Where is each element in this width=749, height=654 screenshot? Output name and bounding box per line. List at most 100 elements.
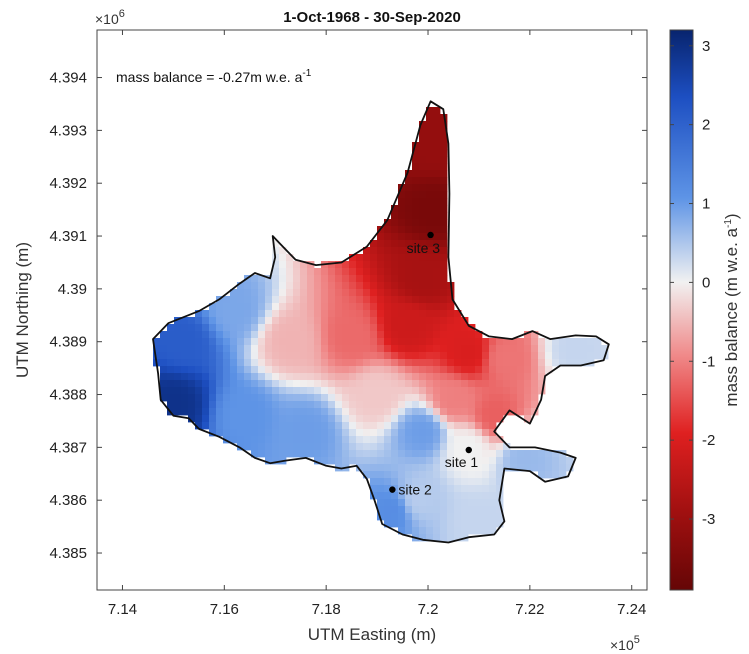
heatmap-cell [349, 254, 357, 262]
heatmap-cell [342, 373, 350, 381]
heatmap-cell [363, 471, 371, 479]
heatmap-cell [237, 422, 245, 430]
heatmap-cell [307, 401, 315, 409]
heatmap-cell [321, 443, 329, 451]
heatmap-cell [265, 296, 273, 304]
heatmap-cell [461, 422, 469, 430]
heatmap-cell [517, 387, 525, 395]
heatmap-cell [265, 352, 273, 360]
heatmap-cell [377, 289, 385, 297]
heatmap-cell [307, 394, 315, 402]
heatmap-cell [419, 282, 427, 290]
heatmap-cell [258, 401, 266, 409]
heatmap-cell [300, 436, 308, 444]
heatmap-cell [223, 310, 231, 318]
heatmap-cell [209, 401, 217, 409]
heatmap-cell [440, 198, 448, 206]
heatmap-cell [251, 289, 259, 297]
heatmap-cell [272, 345, 280, 353]
heatmap-cell [272, 352, 280, 360]
heatmap-cell [251, 317, 259, 325]
heatmap-cell [419, 156, 427, 164]
heatmap-cell [181, 352, 189, 360]
heatmap-cell [272, 310, 280, 318]
heatmap-cell [496, 478, 504, 486]
heatmap-cell [433, 219, 441, 227]
heatmap-cell [412, 219, 420, 227]
heatmap-cell [496, 352, 504, 360]
heatmap-cell [356, 275, 364, 283]
heatmap-cell [251, 415, 259, 423]
heatmap-cell [335, 415, 343, 423]
heatmap-cell [202, 394, 210, 402]
heatmap-cell [160, 338, 168, 346]
heatmap-cell [412, 149, 420, 157]
heatmap-cell [468, 464, 476, 472]
heatmap-cell [314, 408, 322, 416]
heatmap-cell [328, 457, 336, 465]
heatmap-cell [454, 310, 462, 318]
heatmap-cell [524, 464, 532, 472]
heatmap-cell [496, 443, 504, 451]
heatmap-cell [440, 527, 448, 535]
heatmap-cell [433, 191, 441, 199]
heatmap-cell [580, 345, 588, 353]
heatmap-cell [545, 366, 553, 374]
heatmap-cell [489, 380, 497, 388]
heatmap-cell [307, 345, 315, 353]
heatmap-cell [419, 324, 427, 332]
heatmap-cell [251, 338, 259, 346]
heatmap-cell [426, 324, 434, 332]
heatmap-cell [251, 408, 259, 416]
heatmap-cell [293, 268, 301, 276]
heatmap-cell [321, 366, 329, 374]
heatmap-cell [447, 380, 455, 388]
heatmap-cell [230, 394, 238, 402]
heatmap-cell [370, 436, 378, 444]
mass-balance-annotation: mass balance = -0.27m w.e. a-1 [116, 68, 312, 85]
heatmap-cell [398, 457, 406, 465]
heatmap-cell [328, 373, 336, 381]
heatmap-cell [426, 219, 434, 227]
heatmap-cell [342, 366, 350, 374]
heatmap-cell [524, 345, 532, 353]
heatmap-cell [454, 457, 462, 465]
heatmap-cell [363, 436, 371, 444]
heatmap-cell [440, 289, 448, 297]
heatmap-cell [342, 380, 350, 388]
heatmap-cell [279, 317, 287, 325]
heatmap-cell [559, 338, 567, 346]
heatmap-cell [398, 289, 406, 297]
heatmap-cell [475, 520, 483, 528]
heatmap-cell [426, 282, 434, 290]
heatmap-cell [405, 478, 413, 486]
heatmap-cell [405, 282, 413, 290]
heatmap-cell [265, 338, 273, 346]
heatmap-cell [223, 401, 231, 409]
heatmap-cell [426, 149, 434, 157]
heatmap-cell [412, 471, 420, 479]
heatmap-cell [279, 303, 287, 311]
heatmap-cell [363, 457, 371, 465]
heatmap-cell [328, 422, 336, 430]
heatmap-cell [258, 338, 266, 346]
heatmap-cell [496, 464, 504, 472]
heatmap-cell [384, 422, 392, 430]
heatmap-cell [391, 506, 399, 514]
heatmap-cell [419, 457, 427, 465]
heatmap-cell [447, 345, 455, 353]
heatmap-cell [391, 338, 399, 346]
heatmap-cell [321, 296, 329, 304]
heatmap-cell [447, 422, 455, 430]
heatmap-cell [503, 387, 511, 395]
heatmap-cell [279, 268, 287, 276]
heatmap-cell [489, 415, 497, 423]
heatmap-cell [160, 359, 168, 367]
heatmap-cell [300, 352, 308, 360]
heatmap-cell [342, 324, 350, 332]
heatmap-cell [433, 268, 441, 276]
heatmap-cell [419, 520, 427, 528]
heatmap-cell [398, 324, 406, 332]
heatmap-cell [503, 394, 511, 402]
heatmap-cell [377, 275, 385, 283]
